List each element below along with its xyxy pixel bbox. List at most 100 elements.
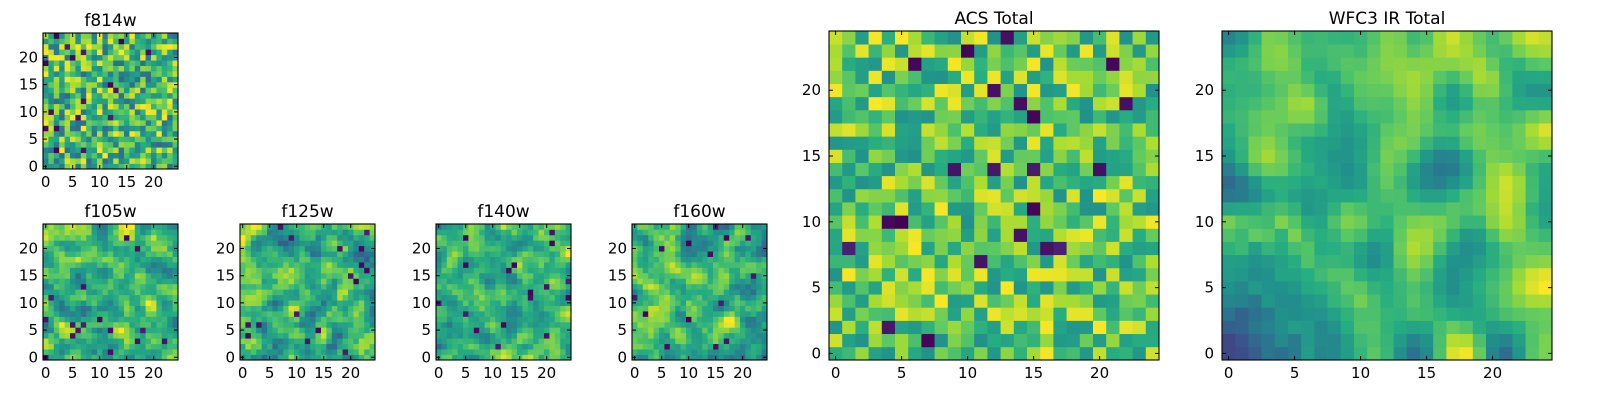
heatmap-cell: [974, 228, 988, 242]
heatmap-cell: [1433, 109, 1447, 124]
heatmap-cell: [1261, 333, 1276, 348]
heatmap-cell: [80, 267, 87, 274]
heatmap-cell: [1446, 228, 1460, 242]
heatmap-cell: [718, 272, 725, 279]
heatmap-cell: [1433, 57, 1447, 71]
heatmap-cell: [1420, 294, 1434, 308]
heatmap-cell: [723, 305, 730, 312]
heatmap-cell: [718, 321, 725, 328]
heatmap-cell: [250, 256, 257, 263]
heatmap-cell: [734, 300, 741, 306]
heatmap-cell: [288, 278, 295, 285]
heatmap-cell: [484, 229, 491, 236]
heatmap-cell: [267, 278, 273, 285]
heatmap-cell: [745, 349, 752, 355]
heatmap-cell: [1406, 202, 1421, 216]
heatmap-cell: [107, 305, 114, 312]
heatmap-cell: [468, 267, 475, 274]
heatmap-cell: [718, 338, 725, 345]
heatmap-cell: [48, 103, 55, 110]
heatmap-cell: [304, 354, 311, 361]
heatmap-cell: [533, 251, 539, 257]
heatmap-cell: [490, 300, 496, 306]
heatmap-cell: [91, 251, 98, 257]
heatmap-cell: [256, 272, 262, 279]
heatmap-cell: [97, 120, 103, 126]
heatmap-cell: [134, 103, 141, 110]
heatmap-cell: [1525, 149, 1540, 163]
heatmap-cell: [452, 262, 458, 268]
heatmap-cell: [118, 338, 125, 345]
heatmap-cell: [1420, 333, 1434, 348]
heatmap-cell: [245, 267, 252, 274]
heatmap-cell: [1053, 228, 1067, 242]
heatmap-cell: [86, 294, 92, 301]
heatmap-cell: [134, 338, 141, 345]
heatmap-cell: [554, 229, 561, 236]
heatmap-cell: [527, 272, 534, 279]
heatmap-cell: [145, 71, 152, 77]
heatmap-cell: [75, 229, 82, 236]
heatmap-cell: [156, 251, 163, 257]
heatmap-cell: [1512, 57, 1526, 71]
heatmap-cell: [659, 229, 665, 236]
heatmap-cell: [686, 289, 692, 296]
heatmap-cell: [1274, 175, 1289, 190]
heatmap-cell: [1040, 136, 1054, 150]
heatmap-cell: [321, 256, 327, 263]
heatmap-cell: [750, 311, 757, 317]
heatmap-cell: [723, 234, 730, 241]
heatmap-cell: [659, 294, 665, 301]
heatmap-cell: [680, 278, 687, 285]
heatmap-cell: [91, 33, 98, 39]
heatmap-cell: [97, 49, 103, 56]
heatmap-cell: [511, 262, 518, 268]
heatmap-cell: [53, 272, 60, 279]
heatmap-cell: [500, 311, 507, 317]
heatmap-cell: [446, 354, 453, 361]
heatmap-cell: [707, 245, 714, 252]
heatmap-cell: [113, 283, 119, 290]
heatmap-cell: [1486, 320, 1500, 335]
heatmap-cell: [446, 283, 453, 290]
heatmap-cell: [436, 294, 442, 301]
heatmap-cell: [637, 300, 644, 306]
heatmap-cell: [1027, 281, 1041, 295]
heatmap-cell: [538, 234, 545, 241]
heatmap-cell: [353, 262, 360, 268]
heatmap-cell: [506, 283, 512, 290]
heatmap-cell: [669, 283, 676, 290]
heatmap-cell: [1327, 149, 1342, 163]
heatmap-cell: [490, 349, 496, 355]
heatmap-cell: [713, 283, 719, 290]
heatmap-cell: [134, 294, 141, 301]
heatmap-cell: [1053, 202, 1067, 216]
heatmap-cell: [1235, 70, 1249, 84]
heatmap-cell: [974, 241, 988, 256]
heatmap-cell: [452, 343, 458, 350]
heatmap-cell: [1248, 44, 1262, 58]
heatmap-cell: [500, 245, 507, 252]
heatmap-cell: [544, 305, 550, 312]
heatmap-cell: [1393, 307, 1408, 321]
heatmap-cell: [129, 300, 136, 306]
heatmap-cell: [1446, 202, 1460, 216]
heatmap-cell: [256, 251, 262, 257]
heatmap-cell: [1222, 149, 1236, 163]
heatmap-cell: [140, 65, 146, 72]
heatmap-cell: [272, 294, 279, 301]
heatmap-cell: [718, 267, 725, 274]
heatmap-cell: [1459, 136, 1474, 150]
heatmap-cell: [261, 289, 268, 296]
heatmap-cell: [740, 343, 746, 350]
heatmap-cell: [1132, 70, 1147, 84]
heatmap-cell: [511, 349, 518, 355]
heatmap-cell: [129, 103, 136, 110]
heatmap-cell: [97, 114, 103, 121]
heatmap-cell: [91, 38, 98, 45]
heatmap-cell: [156, 130, 163, 137]
heatmap-cell: [441, 327, 448, 334]
heatmap-cell: [321, 234, 327, 241]
heatmap-cell: [1525, 57, 1540, 71]
heatmap-cell: [1013, 123, 1028, 137]
